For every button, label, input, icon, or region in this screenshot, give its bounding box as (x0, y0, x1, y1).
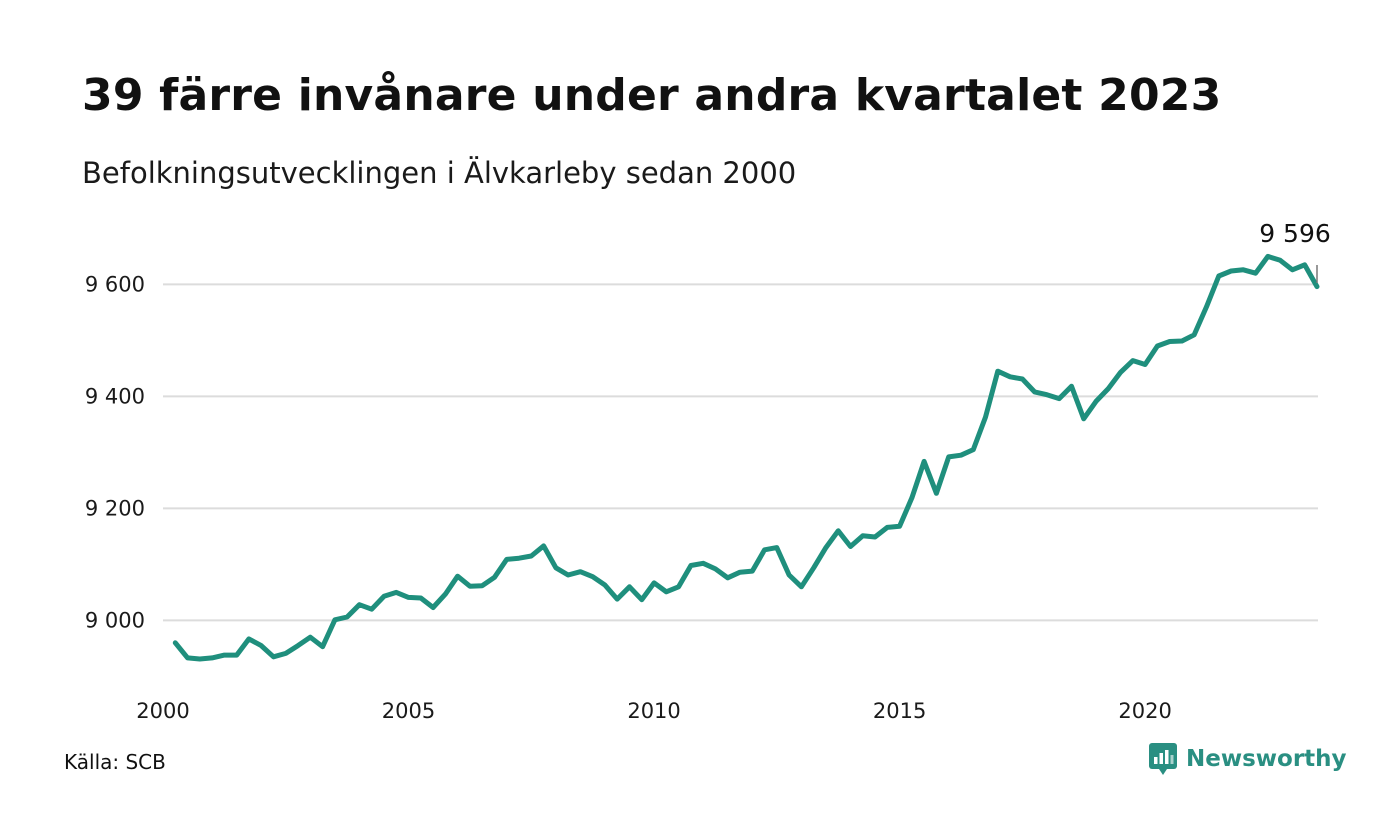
brand-name: Newsworthy (1186, 746, 1347, 772)
x-tick-label: 2010 (627, 699, 680, 723)
newsworthy-logo-icon (1149, 743, 1177, 775)
x-tick-label: 2005 (382, 699, 435, 723)
y-tick-label: 9 000 (85, 608, 145, 632)
source-note: Källa: SCB (64, 750, 166, 774)
end-annotation: 9 596 (1259, 219, 1331, 283)
series-line (172, 253, 1320, 662)
y-axis-tick-labels: 9 000 9 200 9 400 9 600 (85, 272, 145, 632)
y-tick-label: 9 200 (85, 496, 145, 520)
chart-title: 39 färre invånare under andra kvartalet … (82, 70, 1222, 121)
x-tick-label: 2000 (136, 699, 189, 723)
x-tick-label: 2015 (873, 699, 926, 723)
y-tick-label: 9 400 (85, 384, 145, 408)
newsworthy-logo[interactable]: Newsworthy (1148, 742, 1347, 776)
chart-subtitle: Befolkningsutvecklingen i Älvkarleby sed… (82, 156, 797, 190)
end-value-label: 9 596 (1259, 219, 1331, 248)
grid-lines (163, 283, 1318, 622)
x-tick-label: 2020 (1118, 699, 1171, 723)
y-tick-label: 9 600 (85, 272, 145, 296)
series (172, 253, 1320, 662)
x-axis-tick-labels: 2000 2005 2010 2015 2020 (136, 699, 1172, 723)
